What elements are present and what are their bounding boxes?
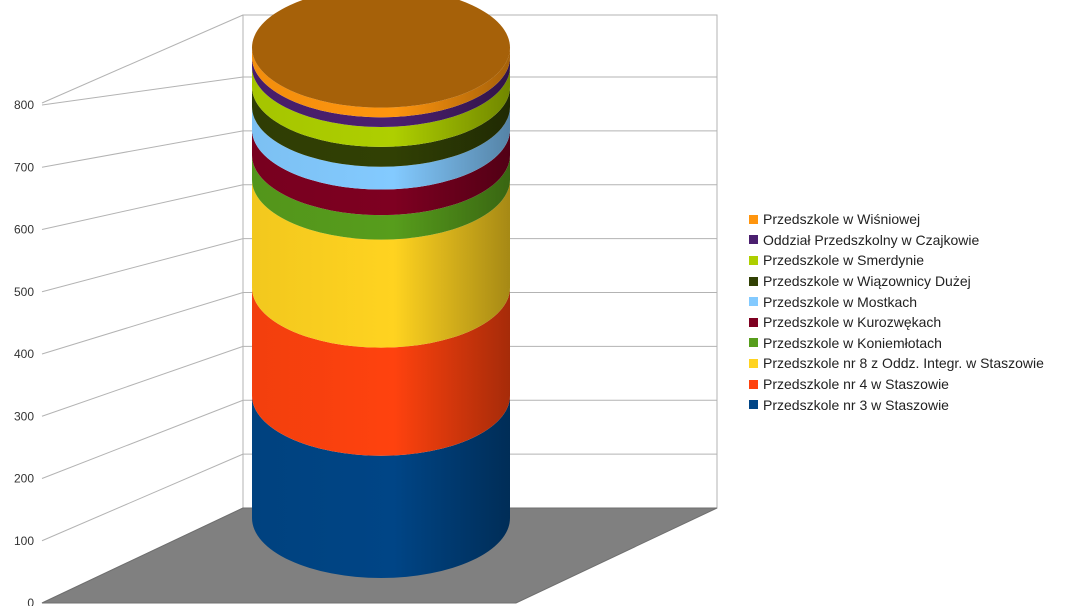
side-wall: [42, 15, 243, 603]
legend-item: Przedszkole w Kurozwękach: [749, 312, 1044, 333]
gridline-side: [41, 76, 244, 106]
gridline-side: [41, 345, 244, 417]
cylinder-segment: [252, 287, 510, 456]
legend-item: Przedszkole w Wiśniowej: [749, 209, 1044, 230]
y-tick-label: 400: [14, 347, 34, 361]
legend: Przedszkole w Wiśniowej Oddział Przedszko…: [749, 209, 1044, 415]
legend-swatch: [749, 255, 758, 265]
gridline-side: [41, 238, 244, 293]
y-tick-label: 0: [27, 596, 34, 606]
y-tick-label: 500: [14, 285, 34, 299]
cylinder-segment: [252, 57, 510, 127]
legend-label: Przedszkole nr 8 z Oddz. Integr. w Stasz…: [763, 355, 1044, 372]
legend-item: Przedszkole w Mostkach: [749, 291, 1044, 312]
legend-label: Przedszkole w Wiązownicy Dużej: [763, 273, 971, 290]
gridline-side: [41, 453, 244, 542]
legend-item: Przedszkole nr 8 z Oddz. Integr. w Stasz…: [749, 353, 1044, 374]
legend-item: Przedszkole w Wiązownicy Dużej: [749, 271, 1044, 292]
legend-swatch: [749, 214, 758, 224]
y-tick-label: 200: [14, 472, 34, 486]
cylinder-segment: [252, 395, 510, 578]
legend-label: Przedszkole w Mostkach: [763, 293, 918, 310]
cylinder-segment: [252, 106, 510, 190]
legend-label: Przedszkole w Kurozwękach: [763, 314, 942, 331]
cylinder-segment: [252, 47, 510, 118]
legend-label: Przedszkole w Smerdynie: [763, 252, 925, 269]
legend-swatch: [749, 379, 758, 389]
gridline-side: [41, 130, 244, 168]
legend-swatch: [749, 358, 758, 368]
legend-item: Przedszkole nr 4 w Staszowie: [749, 374, 1044, 395]
stacked-cylinder: [252, 0, 510, 578]
cylinder-segment: [252, 155, 510, 240]
legend-item: Przedszkole w Smerdynie: [749, 250, 1044, 271]
legend-swatch: [749, 400, 758, 410]
legend-swatch: [749, 317, 758, 327]
legend-label: Przedszkole nr 4 w Staszowie: [763, 376, 949, 393]
y-tick-label: 800: [14, 98, 34, 112]
y-axis: 0 100 200 300 400 500 600 700 800: [14, 98, 34, 606]
cylinder-segment: [252, 86, 510, 167]
gridline-side: [41, 292, 244, 355]
y-tick-label: 700: [14, 160, 34, 174]
y-tick-label: 300: [14, 409, 34, 423]
legend-label: Przedszkole w Wiśniowej: [763, 211, 921, 228]
cylinder-segment: [252, 66, 510, 147]
legend-label: Oddział Przedszkolny w Czajkowie: [763, 231, 980, 248]
legend-item: Przedszkole nr 3 w Staszowie: [749, 394, 1044, 415]
cylinder-segment: [252, 179, 510, 348]
y-tick-label: 100: [14, 534, 34, 548]
legend-label: Przedszkole nr 3 w Staszowie: [763, 396, 949, 413]
gridline-side: [41, 399, 244, 479]
legend-swatch: [749, 297, 758, 307]
cylinder-segment: [252, 129, 510, 216]
legend-item: Oddział Przedszkolny w Czajkowie: [749, 230, 1044, 251]
legend-swatch: [749, 338, 758, 348]
legend-label: Przedszkole w Koniemłotach: [763, 334, 942, 351]
legend-item: Przedszkole w Koniemłotach: [749, 333, 1044, 354]
wall-edge: [41, 14, 244, 104]
legend-swatch: [749, 276, 758, 286]
legend-swatch: [749, 235, 758, 245]
cylinder-top: [252, 0, 510, 108]
gridline-side: [41, 184, 244, 230]
y-tick-label: 600: [14, 223, 34, 237]
